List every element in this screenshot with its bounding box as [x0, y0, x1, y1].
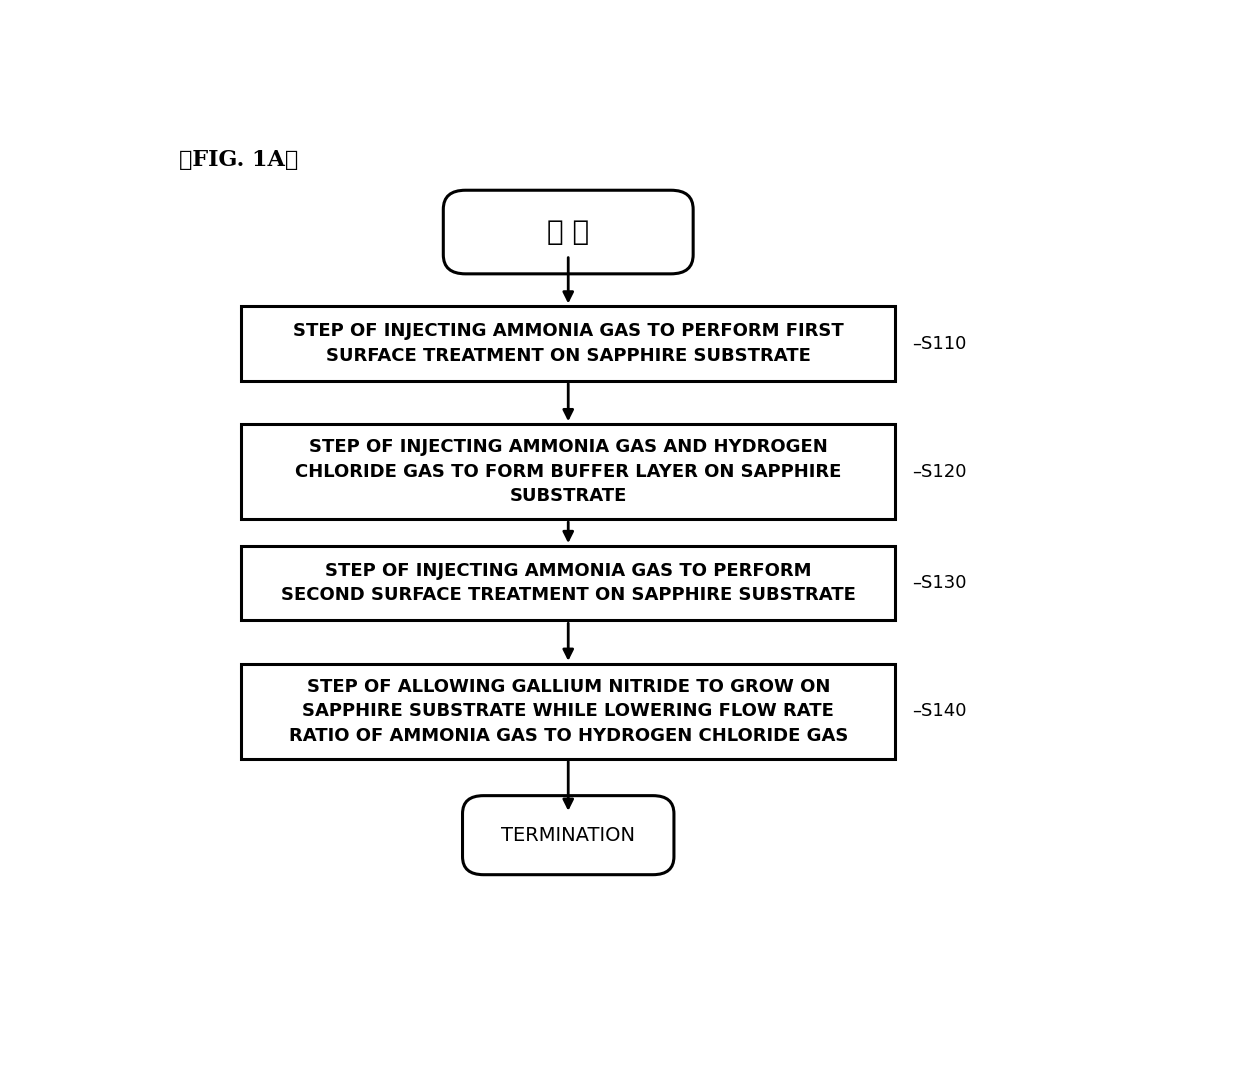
Text: TERMINATION: TERMINATION — [501, 825, 635, 844]
FancyBboxPatch shape — [242, 546, 895, 620]
Text: –S140: –S140 — [913, 702, 967, 720]
Text: –S120: –S120 — [913, 462, 967, 481]
Text: STEP OF ALLOWING GALLIUM NITRIDE TO GROW ON
SAPPHIRE SUBSTRATE WHILE LOWERING FL: STEP OF ALLOWING GALLIUM NITRIDE TO GROW… — [289, 678, 848, 745]
Text: –S130: –S130 — [913, 574, 967, 592]
FancyBboxPatch shape — [242, 664, 895, 759]
Text: STEP OF INJECTING AMMONIA GAS AND HYDROGEN
CHLORIDE GAS TO FORM BUFFER LAYER ON : STEP OF INJECTING AMMONIA GAS AND HYDROG… — [295, 439, 842, 505]
FancyBboxPatch shape — [242, 307, 895, 381]
Text: 【FIG. 1A】: 【FIG. 1A】 — [179, 149, 299, 172]
FancyBboxPatch shape — [444, 190, 693, 274]
Text: STEP OF INJECTING AMMONIA GAS TO PERFORM FIRST
SURFACE TREATMENT ON SAPPHIRE SUB: STEP OF INJECTING AMMONIA GAS TO PERFORM… — [293, 322, 843, 365]
FancyBboxPatch shape — [242, 424, 895, 519]
Text: –S110: –S110 — [913, 335, 967, 353]
FancyBboxPatch shape — [463, 796, 675, 874]
Text: 시 작: 시 작 — [547, 218, 589, 246]
Text: STEP OF INJECTING AMMONIA GAS TO PERFORM
SECOND SURFACE TREATMENT ON SAPPHIRE SU: STEP OF INJECTING AMMONIA GAS TO PERFORM… — [280, 562, 856, 604]
